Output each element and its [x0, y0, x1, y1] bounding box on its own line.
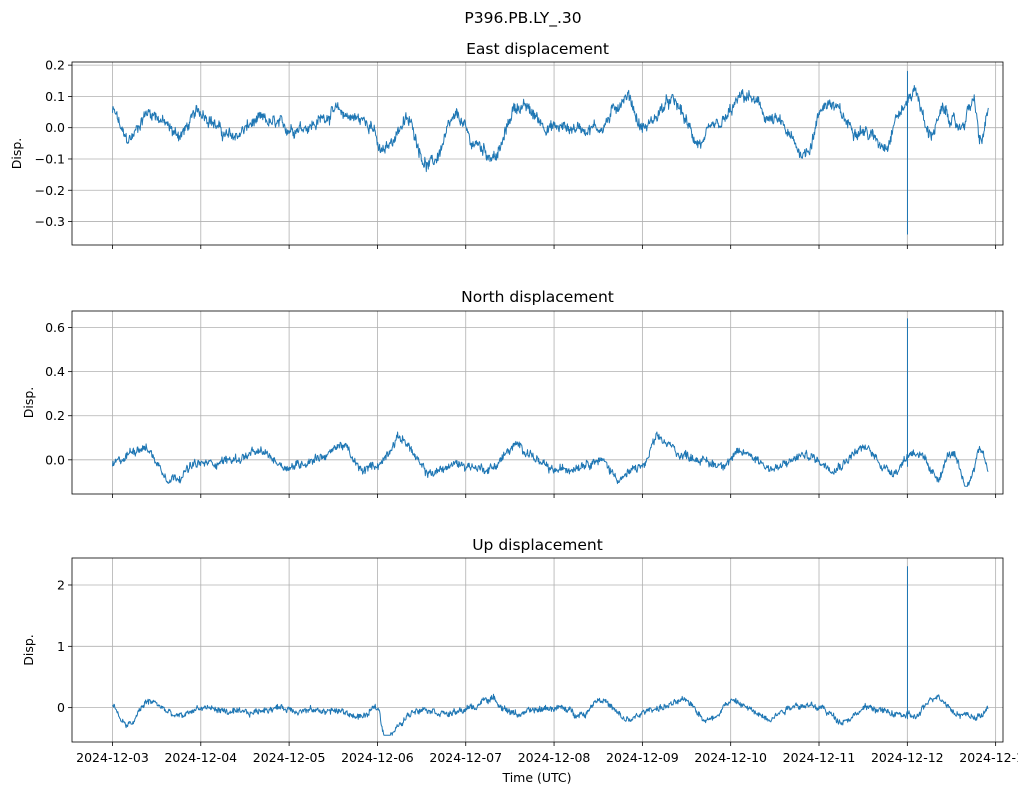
y-tick-label: 0.2 [45, 408, 65, 423]
y-tick-label: −0.1 [35, 151, 65, 166]
x-tick-label: 2024-12-11 [783, 750, 856, 765]
y-axis-label: Disp. [21, 387, 36, 419]
series-line [112, 318, 989, 487]
x-tick-label: 2024-12-04 [164, 750, 237, 765]
y-tick-label: 0.2 [45, 58, 65, 73]
x-tick-label: 2024-12-05 [253, 750, 326, 765]
y-tick-label: −0.3 [35, 214, 65, 229]
y-tick-label: 0.4 [45, 364, 65, 379]
panel-2: North displacement 0.6 0.4 0.2 0.0 Disp. [21, 288, 1004, 498]
panel-title: East displacement [466, 40, 609, 58]
x-tick-label: 2024-12-07 [429, 750, 502, 765]
axes-frame [71, 557, 1004, 743]
y-tick-label: 0.1 [45, 89, 65, 104]
x-tick-label: 2024-12-08 [518, 750, 591, 765]
x-axis-label: Time (UTC) [501, 770, 571, 785]
x-tick-label: 2024-12-09 [606, 750, 679, 765]
y-tick-label: 0.6 [45, 320, 65, 335]
series-line [112, 566, 989, 736]
x-tick-label: 2024-12-13 [959, 750, 1018, 765]
panel-title: Up displacement [472, 536, 603, 554]
axes-frame [71, 61, 1004, 246]
series-line [112, 70, 989, 235]
panel-title: North displacement [461, 288, 614, 306]
axes-frame [71, 310, 1004, 495]
figure-suptitle: P396.PB.LY_.30 [464, 9, 581, 28]
y-tick-label: 1 [57, 639, 65, 654]
x-tick-label: 2024-12-06 [341, 750, 414, 765]
y-tick-label: −0.2 [35, 183, 65, 198]
y-axis-label: Disp. [9, 138, 24, 170]
panel-1: East displacement 0.2 0.1 0.0 −0.1 −0.2 −0.3 Di… [9, 40, 1004, 249]
y-tick-label: 2 [57, 577, 65, 592]
y-tick-label: 0.0 [45, 120, 65, 135]
panel-3: Up displacement 2 1 0 2024-12-03 2024-12-04 20… [21, 536, 1018, 765]
x-tick-label: 2024-12-10 [694, 750, 767, 765]
x-tick-label: 2024-12-12 [871, 750, 944, 765]
y-tick-label: 0 [57, 700, 65, 715]
y-tick-label: 0.0 [45, 452, 65, 467]
x-tick-label: 2024-12-03 [76, 750, 149, 765]
y-axis-label: Disp. [21, 634, 36, 666]
